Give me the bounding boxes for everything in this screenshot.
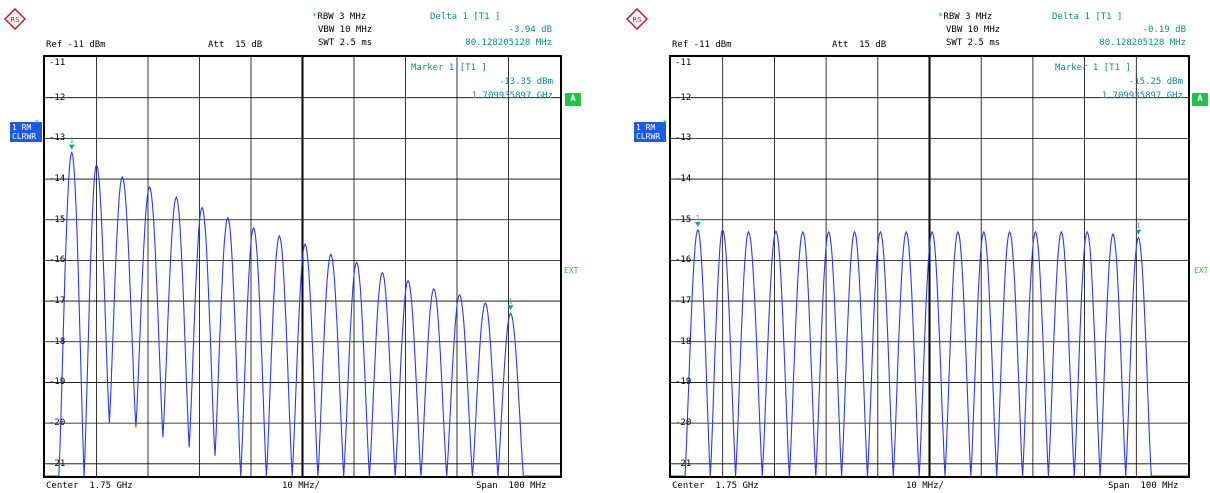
trace-star-icon: * xyxy=(662,119,668,129)
attenuation: Att 15 dB xyxy=(832,40,887,50)
frequency-per-division: 10 MHz/ xyxy=(282,481,320,491)
y-tick-label: -16 xyxy=(49,255,66,266)
delta-marker-value: -3.94 dB xyxy=(508,25,552,35)
marker-title: Marker 1 [T1 ] xyxy=(1055,63,1131,73)
spectrum-panel-right: RS *RBW 3 MHz VBW 10 MHz SWT 2.5 ms Ref … xyxy=(622,0,1210,493)
marker-triangle xyxy=(1135,229,1142,235)
rohde-schwarz-logo-icon: RS xyxy=(626,8,648,30)
marker-triangle xyxy=(68,144,75,150)
trace-mode-line-2: CLRWR xyxy=(636,132,661,141)
swt-readout: SWT 2.5 ms xyxy=(946,38,1001,48)
marker-freq: 1.709935897 GHz xyxy=(471,91,553,101)
y-tick-label: -21 xyxy=(49,458,66,469)
rbw-readout: RBW 3 MHz xyxy=(943,12,993,22)
rbw-readout: RBW 3 MHz xyxy=(317,12,367,22)
marker-triangle xyxy=(694,221,701,227)
y-tick-label: -20 xyxy=(675,418,692,429)
spectrum-panel-left: RS *RBW 3 MHz VBW 10 MHz SWT 2.5 ms Ref … xyxy=(0,0,600,493)
marker-title: Marker 1 [T1 ] xyxy=(411,63,487,73)
swt-readout: SWT 2.5 ms xyxy=(318,38,373,48)
vbw-readout: VBW 10 MHz xyxy=(946,25,1001,35)
span: Span 100 MHz xyxy=(476,481,547,491)
attenuation: Att 15 dB xyxy=(208,40,263,50)
spectrum-trace: 11 xyxy=(45,57,560,476)
y-tick-label: -15 xyxy=(675,214,692,225)
ext-indicator: EXT xyxy=(564,266,579,275)
spectrum-trace: 11 xyxy=(671,57,1188,476)
y-tick-label: -14 xyxy=(675,174,692,185)
marker-triangle xyxy=(507,305,514,311)
y-tick-label: -19 xyxy=(675,377,692,388)
marker-freq: 1.709935897 GHz xyxy=(1101,91,1183,101)
marker-value: -13.35 dBm xyxy=(498,77,553,87)
delta-marker-value: -0.19 dB xyxy=(1142,25,1186,35)
trace-mode-line-1: 1 RM xyxy=(636,123,656,132)
marker-label: 1 xyxy=(508,297,512,305)
marker-label: 1 xyxy=(1136,222,1140,230)
rbw-coupled-star-icon: * xyxy=(312,12,318,22)
y-tick-label: -12 xyxy=(49,92,66,103)
y-tick-label: -21 xyxy=(675,458,692,469)
y-tick-label: -18 xyxy=(675,336,692,347)
svg-text:RS: RS xyxy=(10,16,20,24)
trace-mode-box: 1 RM CLRWR xyxy=(10,122,42,142)
y-tick-label: -13 xyxy=(49,133,66,144)
trace-line xyxy=(671,228,1188,476)
rbw-coupled-star-icon: * xyxy=(938,12,944,22)
delta-marker-title: Delta 1 [T1 ] xyxy=(1052,12,1123,22)
marker-label: 1 xyxy=(696,214,700,222)
delta-marker-title: Delta 1 [T1 ] xyxy=(430,12,501,22)
trace-mode-box: 1 RM CLRWR xyxy=(634,122,666,142)
y-tick-label: -11 xyxy=(49,58,66,68)
center-frequency: Center 1.75 GHz xyxy=(672,481,759,491)
y-tick-label: -16 xyxy=(675,255,692,266)
y-tick-label: -12 xyxy=(675,92,692,103)
rohde-schwarz-logo-icon: RS xyxy=(4,8,26,30)
y-tick-label: -15 xyxy=(49,214,66,225)
y-tick-label: -14 xyxy=(49,174,66,185)
screen-a-badge: A xyxy=(565,93,581,106)
delta-marker-freq: 80.128205128 MHz xyxy=(465,38,552,48)
span: Span 100 MHz xyxy=(1108,481,1179,491)
y-tick-label: -17 xyxy=(49,296,66,307)
vbw-readout: VBW 10 MHz xyxy=(318,25,373,35)
svg-text:RS: RS xyxy=(632,16,642,24)
delta-marker-freq: 80.128205128 MHz xyxy=(1099,38,1186,48)
trace-mode-line-2: CLRWR xyxy=(12,132,37,141)
y-tick-label: -20 xyxy=(49,418,66,429)
ref-level: Ref -11 dBm xyxy=(672,40,732,50)
y-tick-label: -11 xyxy=(675,58,692,68)
trace-line xyxy=(45,151,560,476)
y-tick-label: -17 xyxy=(675,296,692,307)
y-tick-label: -13 xyxy=(675,133,692,144)
frequency-per-division: 10 MHz/ xyxy=(906,481,944,491)
center-frequency: Center 1.75 GHz xyxy=(46,481,133,491)
y-tick-label: -18 xyxy=(49,336,66,347)
ref-level: Ref -11 dBm xyxy=(46,40,106,50)
marker-value: -15.25 dBm xyxy=(1128,77,1183,87)
screen-a-badge: A xyxy=(1192,93,1208,106)
trace-mode-line-1: 1 RM xyxy=(12,123,32,132)
y-tick-label: -19 xyxy=(49,377,66,388)
trace-star-icon: * xyxy=(34,119,40,129)
ext-indicator: EXT xyxy=(1194,266,1209,275)
marker-label: 1 xyxy=(70,137,74,145)
